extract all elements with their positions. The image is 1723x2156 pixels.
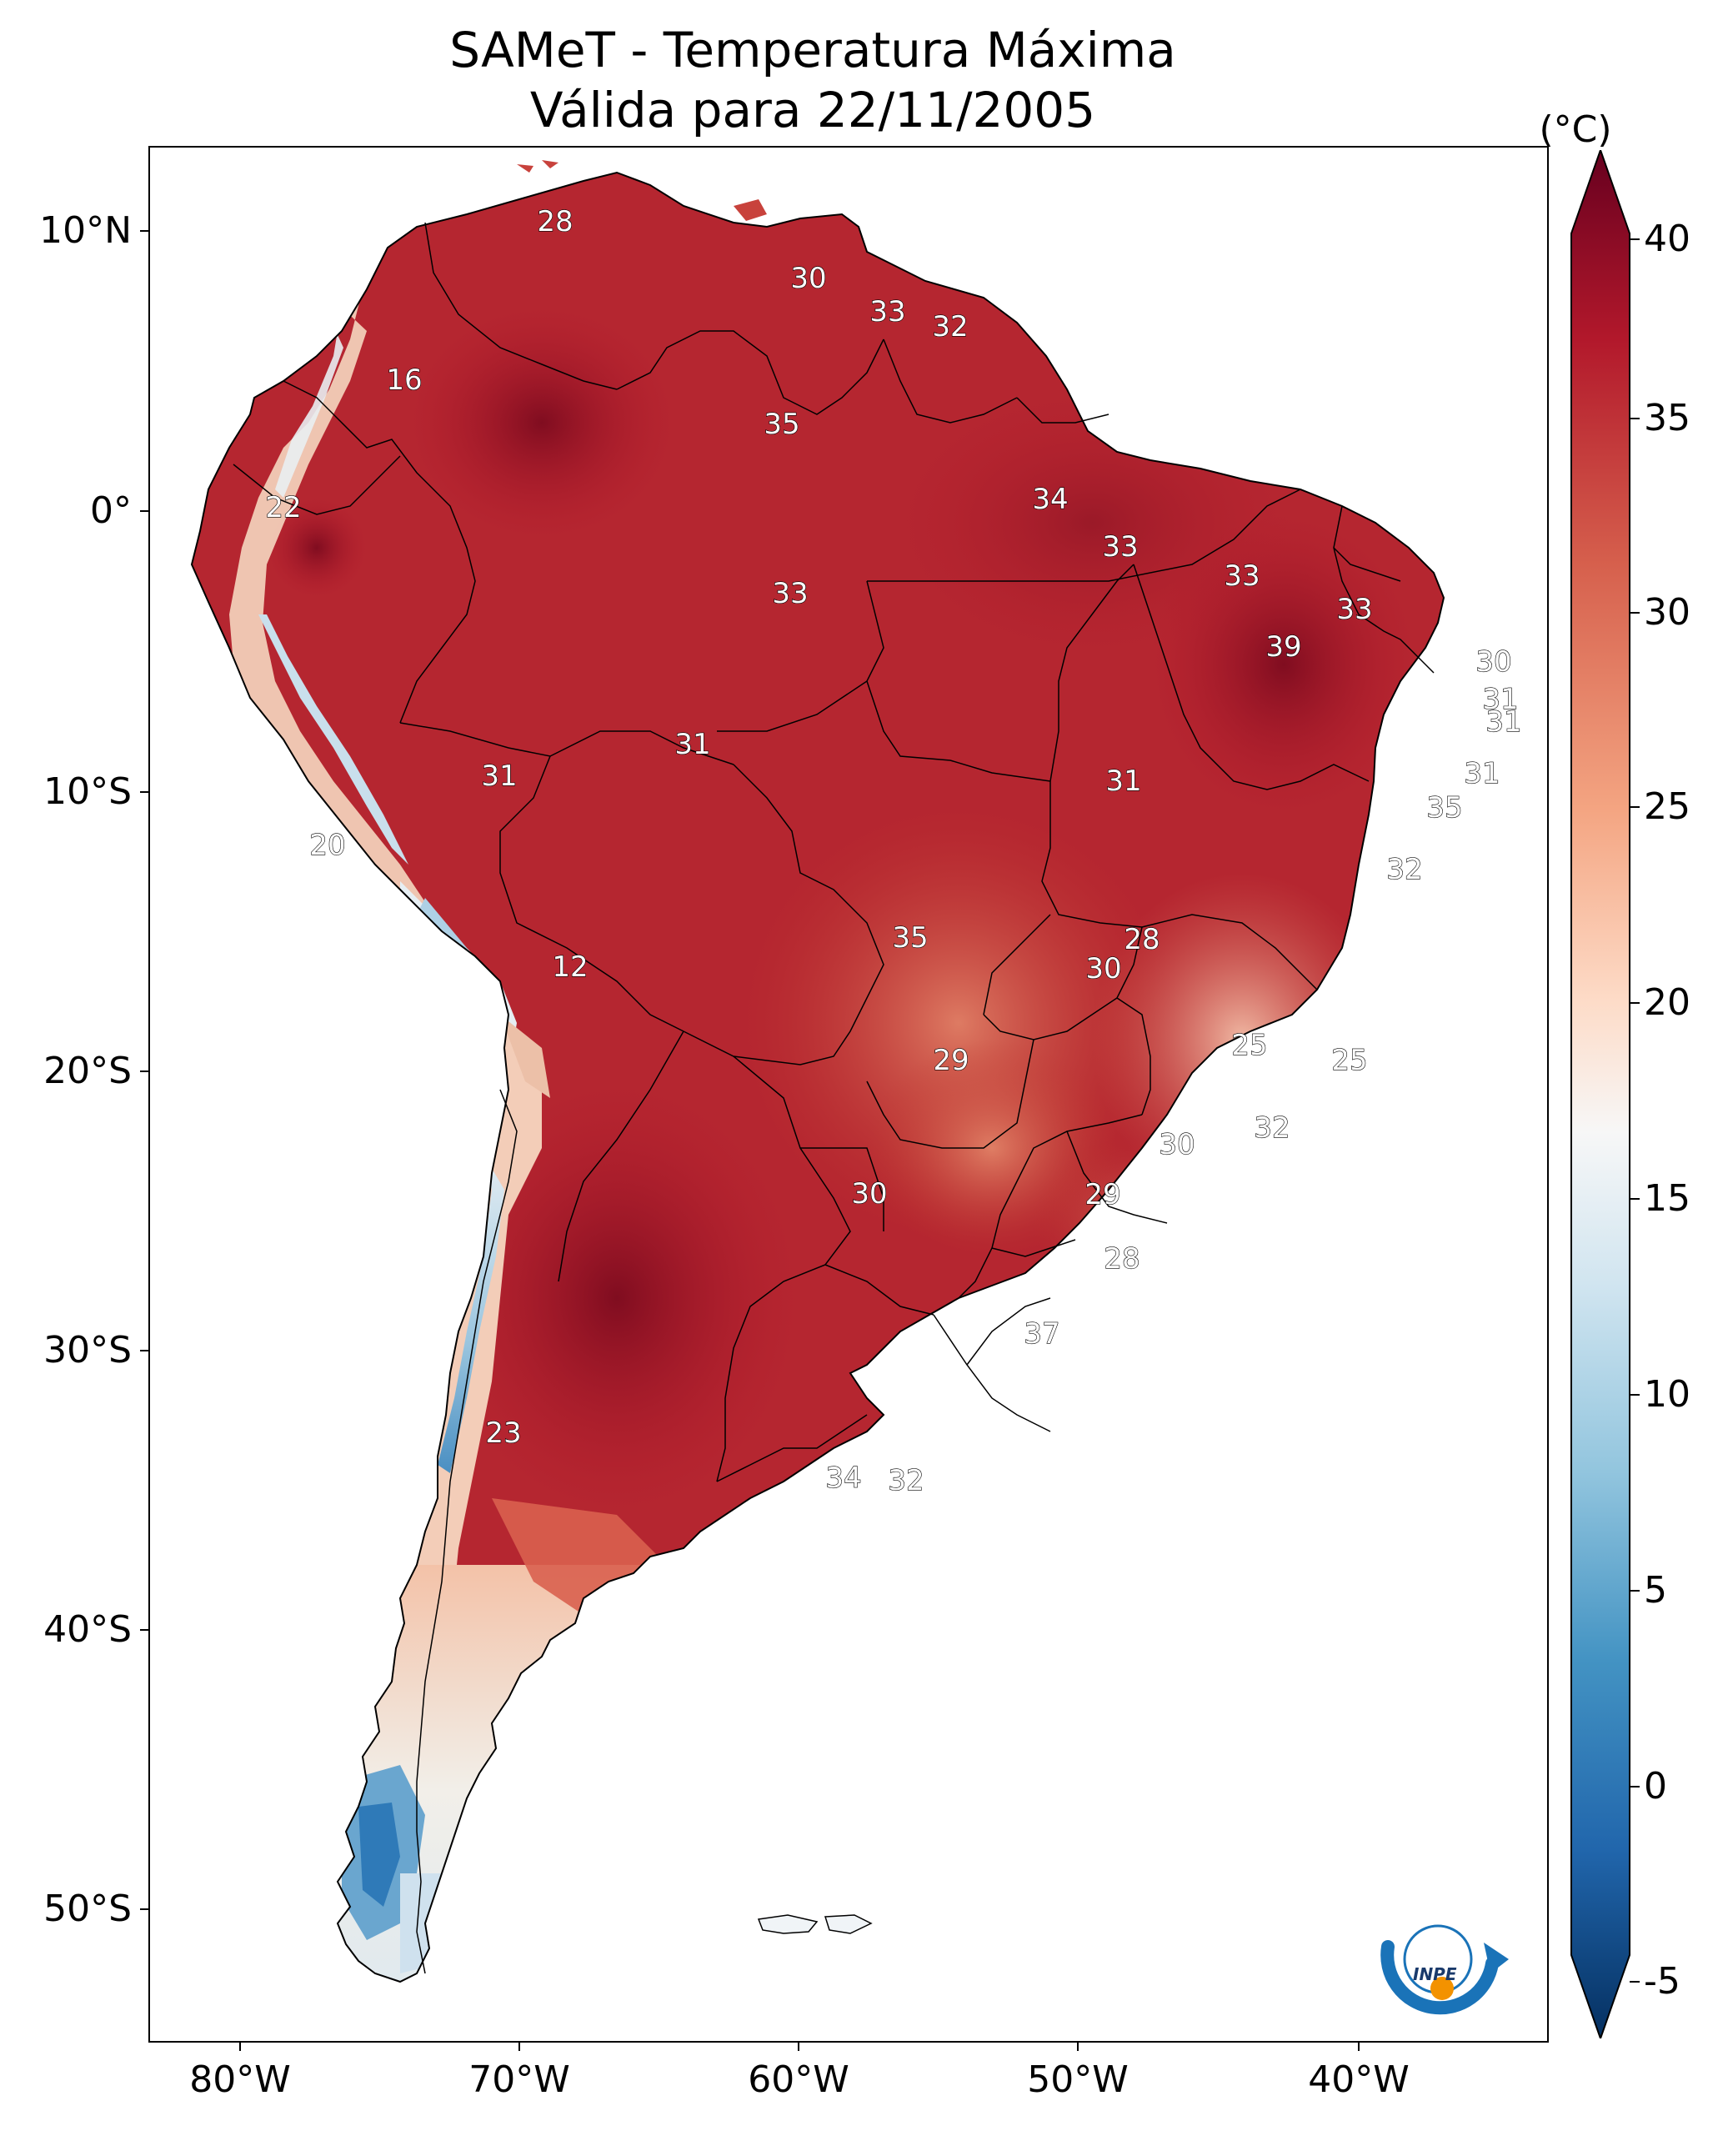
lon-tick-mark xyxy=(1077,2043,1079,2051)
temperature-label-rs: 37 xyxy=(1024,1317,1059,1351)
temperature-label-minas: 25 xyxy=(1231,1029,1267,1062)
colorbar-tick-mark xyxy=(1630,238,1640,240)
lat-tick-40s: 40°S xyxy=(43,1608,132,1651)
inpe-logo: INPE xyxy=(1380,1924,1509,2015)
temperature-label-suriname: 33 xyxy=(869,295,905,328)
colorbar-tick-mark xyxy=(1630,1002,1640,1004)
temperature-label-uruguay: 32 xyxy=(888,1464,924,1497)
temperature-label-rn: 30 xyxy=(1475,645,1511,679)
temperature-label-se: 35 xyxy=(1426,791,1462,825)
map-area: 28 30 33 32 16 35 22 34 33 33 33 33 39 30 31 31 31 35 31 31… xyxy=(148,146,1549,2043)
temperature-label-al: 31 xyxy=(1464,757,1500,790)
temperature-label-paraguay: 30 xyxy=(851,1177,887,1211)
colorbar-tick-mark xyxy=(1630,418,1640,419)
temperature-label-tocantins: 31 xyxy=(1105,765,1141,798)
lat-tick-30s: 30°S xyxy=(43,1329,132,1371)
caribbean-islands xyxy=(517,160,767,221)
temperature-label-ms: 29 xyxy=(933,1044,969,1077)
temperature-label-parana: 29 xyxy=(1084,1178,1120,1211)
temperature-label-fr-guiana: 32 xyxy=(932,310,968,343)
temperature-label-pe: 31 xyxy=(1485,705,1521,739)
lon-tick-mark xyxy=(798,2043,799,2051)
lat-tick-50s: 50°S xyxy=(43,1888,132,1930)
temperature-label-sp: 30 xyxy=(1159,1128,1195,1161)
temperature-label-peru: 20 xyxy=(309,829,345,862)
temperature-label-rondonia: 31 xyxy=(674,728,710,761)
colorbar-tick-35: 35 xyxy=(1644,397,1690,439)
colorbar-unit: (°C) xyxy=(1539,108,1612,151)
lon-tick-50w: 50°W xyxy=(1027,2058,1129,2101)
lat-tick-20s: 20°S xyxy=(43,1050,132,1092)
colorbar-tick-15: 15 xyxy=(1644,1177,1690,1220)
temperature-label-chile-central: 23 xyxy=(485,1416,521,1450)
colorbar-tick-mark xyxy=(1630,1786,1640,1787)
temperature-label-caribe: 28 xyxy=(537,205,573,238)
temperature-label-piaui: 39 xyxy=(1265,630,1301,664)
temperature-label-bahia: 32 xyxy=(1386,853,1422,886)
temperature-label-ecuador: 22 xyxy=(265,491,301,524)
temperature-label-mato-grosso: 35 xyxy=(892,921,928,955)
temperature-label-es: 25 xyxy=(1331,1044,1367,1077)
land-mass xyxy=(192,173,1444,1982)
falkland-islands xyxy=(757,1914,873,1934)
colorbar-tick-mark xyxy=(1630,1590,1640,1592)
lat-tick-10s: 10°S xyxy=(43,770,132,813)
colorbar-tick-minus5: -5 xyxy=(1644,1960,1680,2003)
colorbar-ramp xyxy=(1570,150,1630,2038)
map-subtitle: Válida para 22/11/2005 xyxy=(529,82,1096,138)
map-title: SAMeT - Temperatura Máxima xyxy=(449,22,1176,78)
temperature-label-roraima: 35 xyxy=(764,408,799,441)
lat-tick-mark xyxy=(140,510,148,512)
political-borders xyxy=(233,222,1435,1974)
inpe-logo-text: INPE xyxy=(1413,1964,1457,1984)
lat-tick-mark xyxy=(140,230,148,232)
colorbar-tick-20: 20 xyxy=(1644,981,1690,1024)
colorbar-tick-mark xyxy=(1630,1394,1640,1396)
temperature-label-belem: 33 xyxy=(1102,530,1138,564)
lat-tick-mark xyxy=(140,1350,148,1351)
lon-tick-mark xyxy=(1358,2043,1360,2051)
lat-tick-mark xyxy=(140,1629,148,1631)
lat-tick-10n: 10°N xyxy=(39,209,132,252)
colorbar-tick-mark xyxy=(1630,806,1640,808)
lon-tick-mark xyxy=(518,2043,520,2051)
lat-tick-0: 0° xyxy=(90,489,132,532)
lat-tick-mark xyxy=(140,1070,148,1072)
colorbar-tick-5: 5 xyxy=(1644,1569,1667,1612)
temperature-label-guiana: 30 xyxy=(790,262,826,295)
lon-tick-40w: 40°W xyxy=(1308,2058,1410,2101)
lat-tick-mark xyxy=(140,791,148,793)
temperature-label-acre: 31 xyxy=(481,760,517,793)
colorbar-tick-30: 30 xyxy=(1644,591,1690,634)
temperature-label-rj: 32 xyxy=(1254,1111,1290,1145)
colorbar-tick-mark xyxy=(1630,1981,1640,1983)
lon-tick-70w: 70°W xyxy=(468,2058,570,2101)
lon-tick-80w: 80°W xyxy=(189,2058,291,2101)
colorbar-tick-mark xyxy=(1630,612,1640,614)
colorbar-tick-25: 25 xyxy=(1644,785,1690,828)
temperature-label-pb: 31 xyxy=(1482,683,1518,716)
temperature-label-goias-n: 28 xyxy=(1124,923,1160,956)
lon-tick-60w: 60°W xyxy=(748,2058,849,2101)
temperature-label-colombia-andes: 16 xyxy=(386,364,422,397)
temperature-label-sc: 28 xyxy=(1104,1242,1139,1276)
colorbar-tick-0: 0 xyxy=(1644,1765,1667,1808)
temperature-label-bolivia-andes: 12 xyxy=(552,950,588,984)
temperature-label-goias: 30 xyxy=(1085,952,1121,985)
lat-tick-mark xyxy=(140,1908,148,1910)
temperature-label-buenos-aires: 34 xyxy=(825,1462,861,1495)
colorbar-tick-40: 40 xyxy=(1644,218,1690,260)
temperature-label-maranhao-coast: 33 xyxy=(1224,559,1260,593)
colorbar-tick-mark xyxy=(1630,1198,1640,1200)
colorbar-tick-10: 10 xyxy=(1644,1373,1690,1416)
temperature-label-amapa: 34 xyxy=(1032,483,1068,516)
temperature-label-amazonas: 33 xyxy=(772,577,808,610)
colorbar xyxy=(1570,150,1630,2038)
lon-tick-mark xyxy=(239,2043,241,2051)
temperature-label-ceara: 33 xyxy=(1336,593,1372,626)
